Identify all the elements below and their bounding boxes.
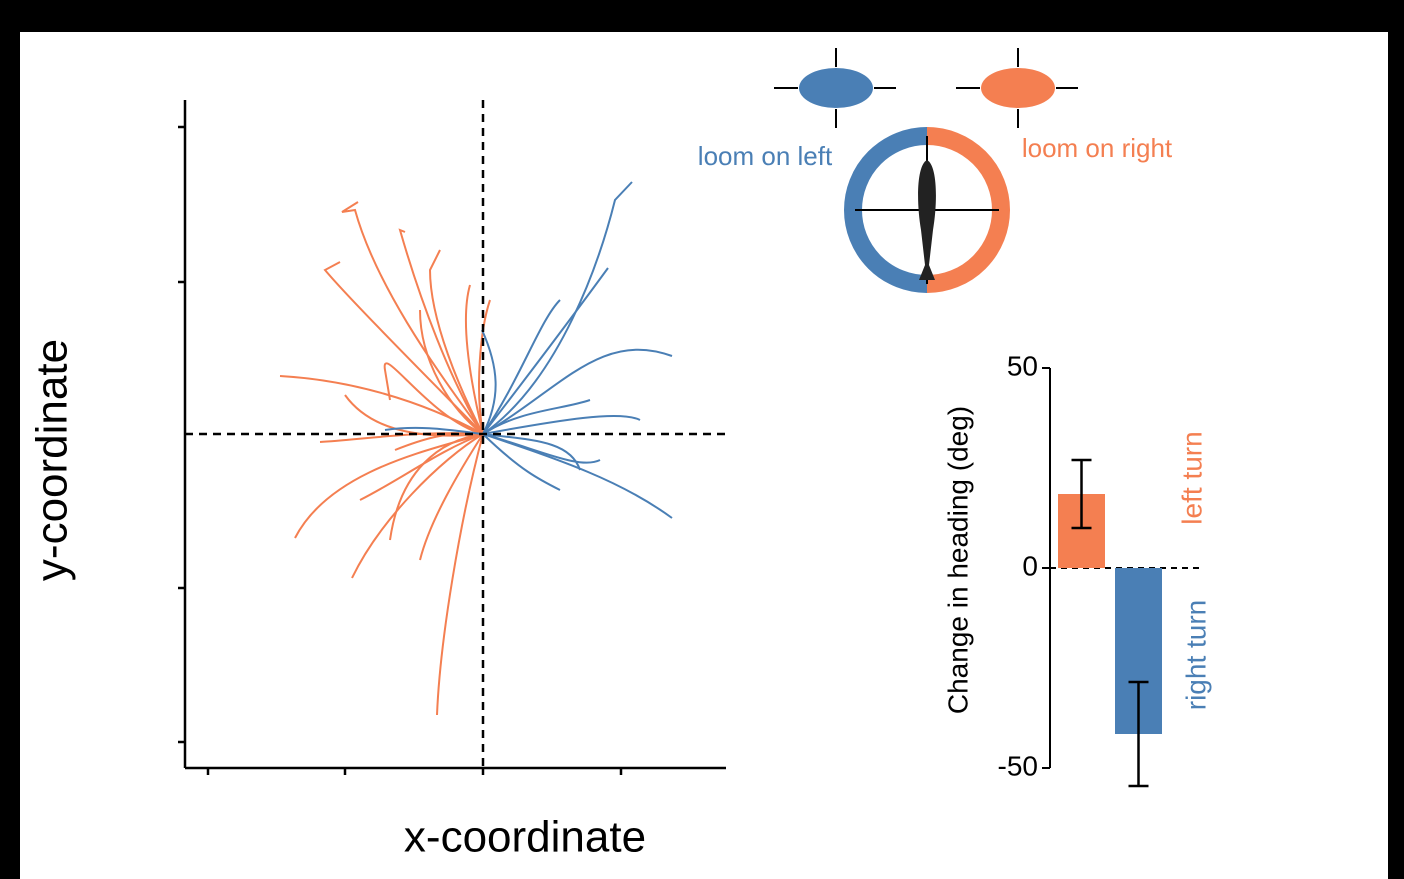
y-axis-label: Change in heading (deg)	[942, 406, 973, 714]
category-label: right turn	[1180, 600, 1211, 711]
loom-right-label: loom on right	[1022, 133, 1173, 163]
y-axis-label: y-coordinate	[28, 339, 77, 581]
loom-left-stimulus	[799, 68, 873, 108]
loom-left-label: loom on left	[698, 141, 833, 171]
y-tick-label: -50	[998, 750, 1038, 781]
category-label: left turn	[1176, 431, 1207, 524]
y-tick-label: 50	[1007, 350, 1038, 381]
loom-right-stimulus	[981, 68, 1055, 108]
x-axis-label: x-coordinate	[404, 813, 646, 862]
y-tick-label: 0	[1022, 550, 1038, 581]
figure: x-coordinate y-coordinate loom on left l…	[0, 0, 1404, 879]
